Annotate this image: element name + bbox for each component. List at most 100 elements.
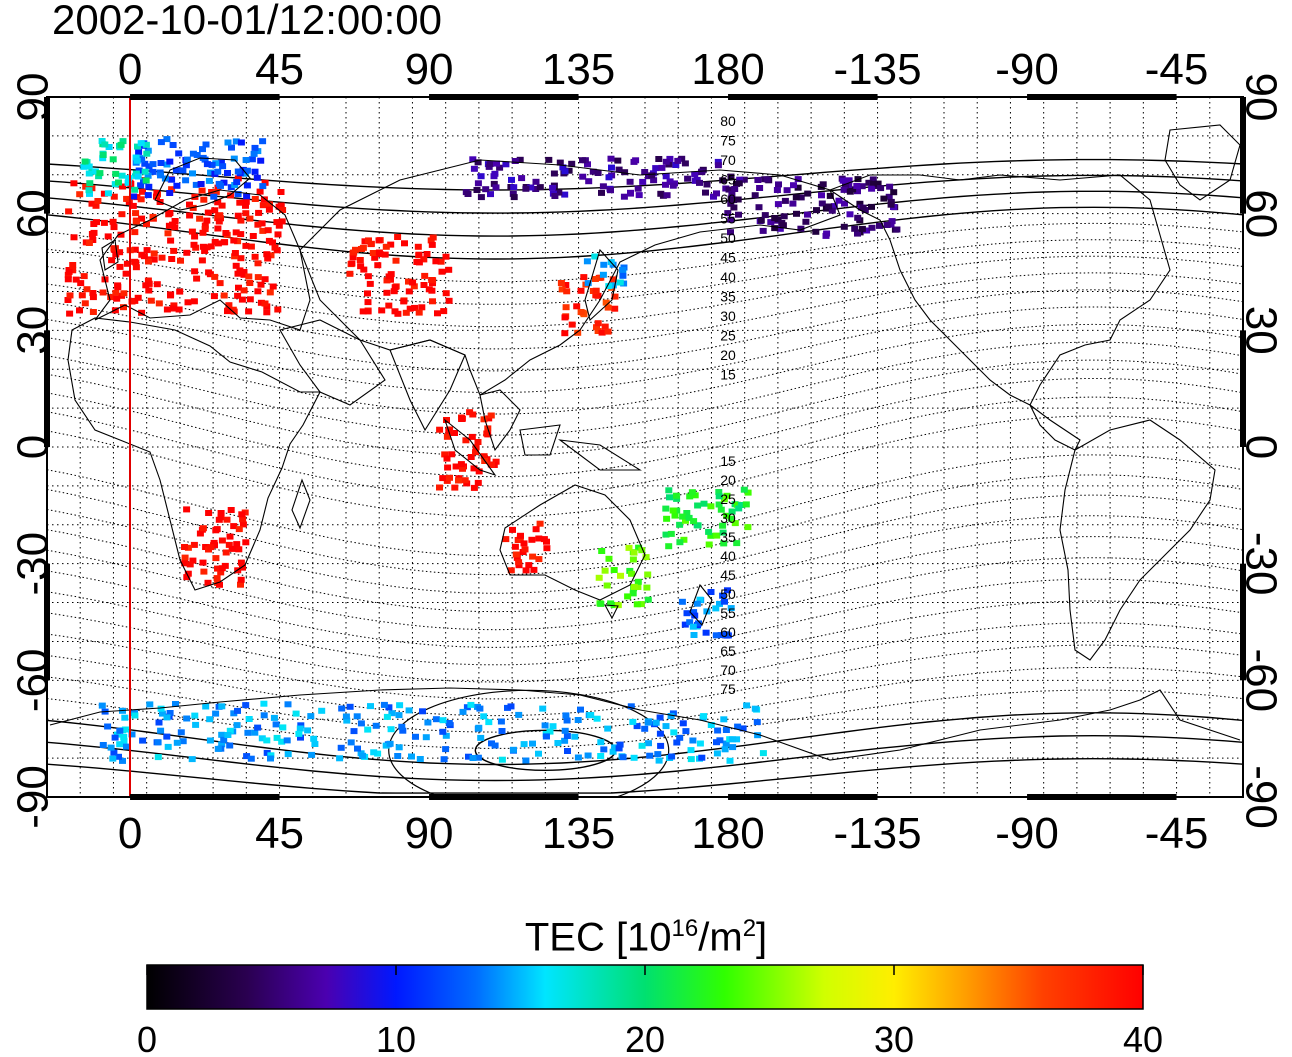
tec-cell: [130, 193, 138, 200]
tec-cell: [733, 540, 741, 547]
tec-cell: [218, 731, 226, 738]
tec-cell: [710, 193, 717, 200]
tec-cell: [729, 736, 737, 743]
tec-cell: [237, 217, 245, 224]
tec-cell: [728, 190, 736, 197]
colorbar-title: TEC [1016/m2]: [0, 905, 1292, 961]
tec-cell: [99, 152, 107, 158]
contour-label: 55: [720, 605, 736, 621]
mag-contour: [47, 239, 1243, 305]
tec-cell: [502, 536, 510, 543]
tec-cell: [238, 296, 246, 303]
tec-cell: [273, 734, 281, 741]
tec-cell: [78, 292, 86, 299]
tec-cell: [597, 600, 605, 607]
x-tick-label-bottom: 180: [691, 809, 764, 858]
tec-cell: [157, 160, 165, 166]
tec-cell: [851, 225, 859, 232]
tec-cell: [346, 703, 354, 710]
tec-cell: [608, 164, 615, 171]
tec-cell: [274, 231, 282, 238]
tec-cell: [251, 144, 259, 151]
tec-cell: [186, 561, 194, 568]
tec-cell: [179, 738, 187, 745]
tec-cell: [609, 276, 617, 283]
coastline-tasmania: [604, 604, 619, 620]
tec-cell: [215, 218, 223, 225]
tec-cell: [603, 582, 611, 589]
tec-cell: [598, 329, 606, 336]
tec-cell: [164, 743, 172, 750]
tec-cell: [346, 270, 354, 277]
tec-cell: [488, 740, 495, 747]
tec-cell: [673, 739, 681, 746]
tec-cell: [528, 536, 536, 543]
tec-cell: [216, 212, 224, 219]
tec-cell: [64, 276, 72, 283]
tec-cell: [410, 283, 418, 290]
tec-cell: [520, 741, 528, 748]
tec-cell: [532, 186, 540, 192]
coastline-asia: [299, 159, 841, 396]
tec-cell: [177, 729, 185, 736]
tec-cell: [440, 308, 448, 315]
tec-cell: [599, 271, 607, 278]
tec-cell: [177, 257, 184, 264]
tec-cell: [196, 215, 204, 222]
tec-cell: [616, 741, 624, 748]
x-tick-label-top: -45: [1145, 45, 1209, 94]
tec-cell: [265, 206, 273, 213]
tec-cell: [93, 219, 100, 226]
tec-cell: [157, 727, 165, 734]
lat-lon-grid: [47, 97, 1243, 797]
tec-cell: [584, 752, 592, 759]
tec-cell: [143, 221, 150, 228]
contour-label: 40: [720, 548, 736, 564]
y-tick-label-left: -30: [8, 532, 57, 596]
tec-cell: [694, 522, 702, 529]
tec-cell: [584, 280, 592, 287]
tec-cell: [267, 755, 274, 762]
tec-cell: [818, 200, 826, 207]
mag-contour: [47, 377, 1243, 478]
tec-cell: [254, 724, 262, 731]
tec-cell: [585, 178, 593, 185]
tec-cell: [696, 596, 704, 603]
contour-label: 75: [720, 681, 736, 697]
tec-cell: [812, 228, 820, 235]
tec-cell: [225, 541, 233, 548]
tec-cell: [597, 753, 605, 759]
tec-cell: [529, 553, 537, 560]
mag-contour: [47, 206, 1243, 260]
tec-cell: [646, 752, 654, 759]
tec-cell: [230, 237, 238, 244]
tec-cell: [168, 186, 176, 193]
tec-cell: [211, 273, 219, 280]
mag-contour: [47, 536, 1243, 631]
contour-label: 70: [720, 152, 736, 168]
x-tick-label-top: -135: [834, 45, 922, 94]
tec-cell: [169, 142, 177, 148]
tec-cell: [374, 262, 382, 269]
contour-label: 80: [720, 113, 736, 129]
tec-cell: [141, 160, 149, 167]
tec-cell: [515, 559, 523, 566]
tec-cell: [737, 502, 745, 508]
tec-cell: [109, 218, 117, 225]
tec-cell: [600, 261, 608, 268]
tec-cell: [211, 238, 219, 245]
tec-cell: [669, 507, 677, 514]
tec-cell: [712, 632, 720, 639]
tec-cell: [242, 242, 250, 249]
tec-cell: [543, 545, 551, 552]
tec-cell: [565, 167, 573, 174]
tec-cell: [496, 164, 504, 171]
tec-cell: [116, 727, 124, 734]
tec-cell: [550, 170, 558, 177]
tec-cell: [730, 197, 738, 204]
x-tick-label-bottom: -90: [995, 809, 1059, 858]
frame-bar-left: [44, 330, 50, 447]
tec-cell: [217, 569, 225, 576]
tec-cell: [771, 215, 779, 221]
x-tick-label-top: 135: [542, 45, 615, 94]
